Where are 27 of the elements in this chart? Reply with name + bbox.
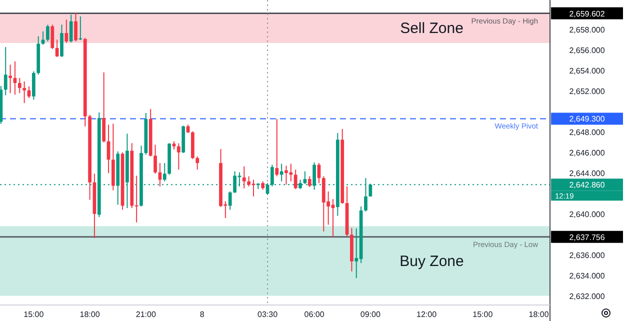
x-tick-label: 18:00 (528, 310, 550, 319)
y-tick-label: 2,659.602 (569, 9, 606, 18)
y-tick-label: 2,649.300 (569, 114, 606, 124)
x-tick-label: 06:00 (304, 310, 325, 319)
x-tick-label: 15:00 (472, 310, 494, 319)
y-tick-label: 2,654.000 (569, 66, 606, 76)
y-tick-label: 2,634.000 (569, 271, 606, 280)
y-tick-label: 2,652.000 (569, 87, 606, 96)
x-tick-label: 09:00 (360, 310, 381, 319)
y-tick-label: 2,637.756 (569, 232, 606, 242)
x-tick-label: 03:30 (258, 310, 278, 319)
y-tick-label: 2,632.000 (569, 292, 606, 301)
y-tick-label: 2,646.000 (569, 148, 606, 158)
x-tick-label: 21:00 (136, 310, 156, 319)
x-tick-label: 18:00 (80, 310, 100, 319)
y-tick-label: 2,658.000 (569, 26, 606, 35)
x-tick-label: 8 (200, 310, 205, 319)
y-tick-label: 2,648.000 (569, 128, 606, 138)
x-tick-label: 12:00 (416, 310, 438, 319)
x-tick-label: 15:00 (24, 310, 44, 319)
band-label: Buy Zone (400, 252, 464, 270)
y-tick-label: 2,636.000 (569, 250, 606, 260)
y-tick-label: 2,656.000 (569, 46, 606, 56)
y-tick-label: 2,644.000 (569, 168, 606, 178)
band-label: Sell Zone (400, 20, 464, 38)
y-tick-label: 2,642.860 (569, 180, 606, 190)
y-tick-label: 2,640.000 (569, 210, 606, 219)
